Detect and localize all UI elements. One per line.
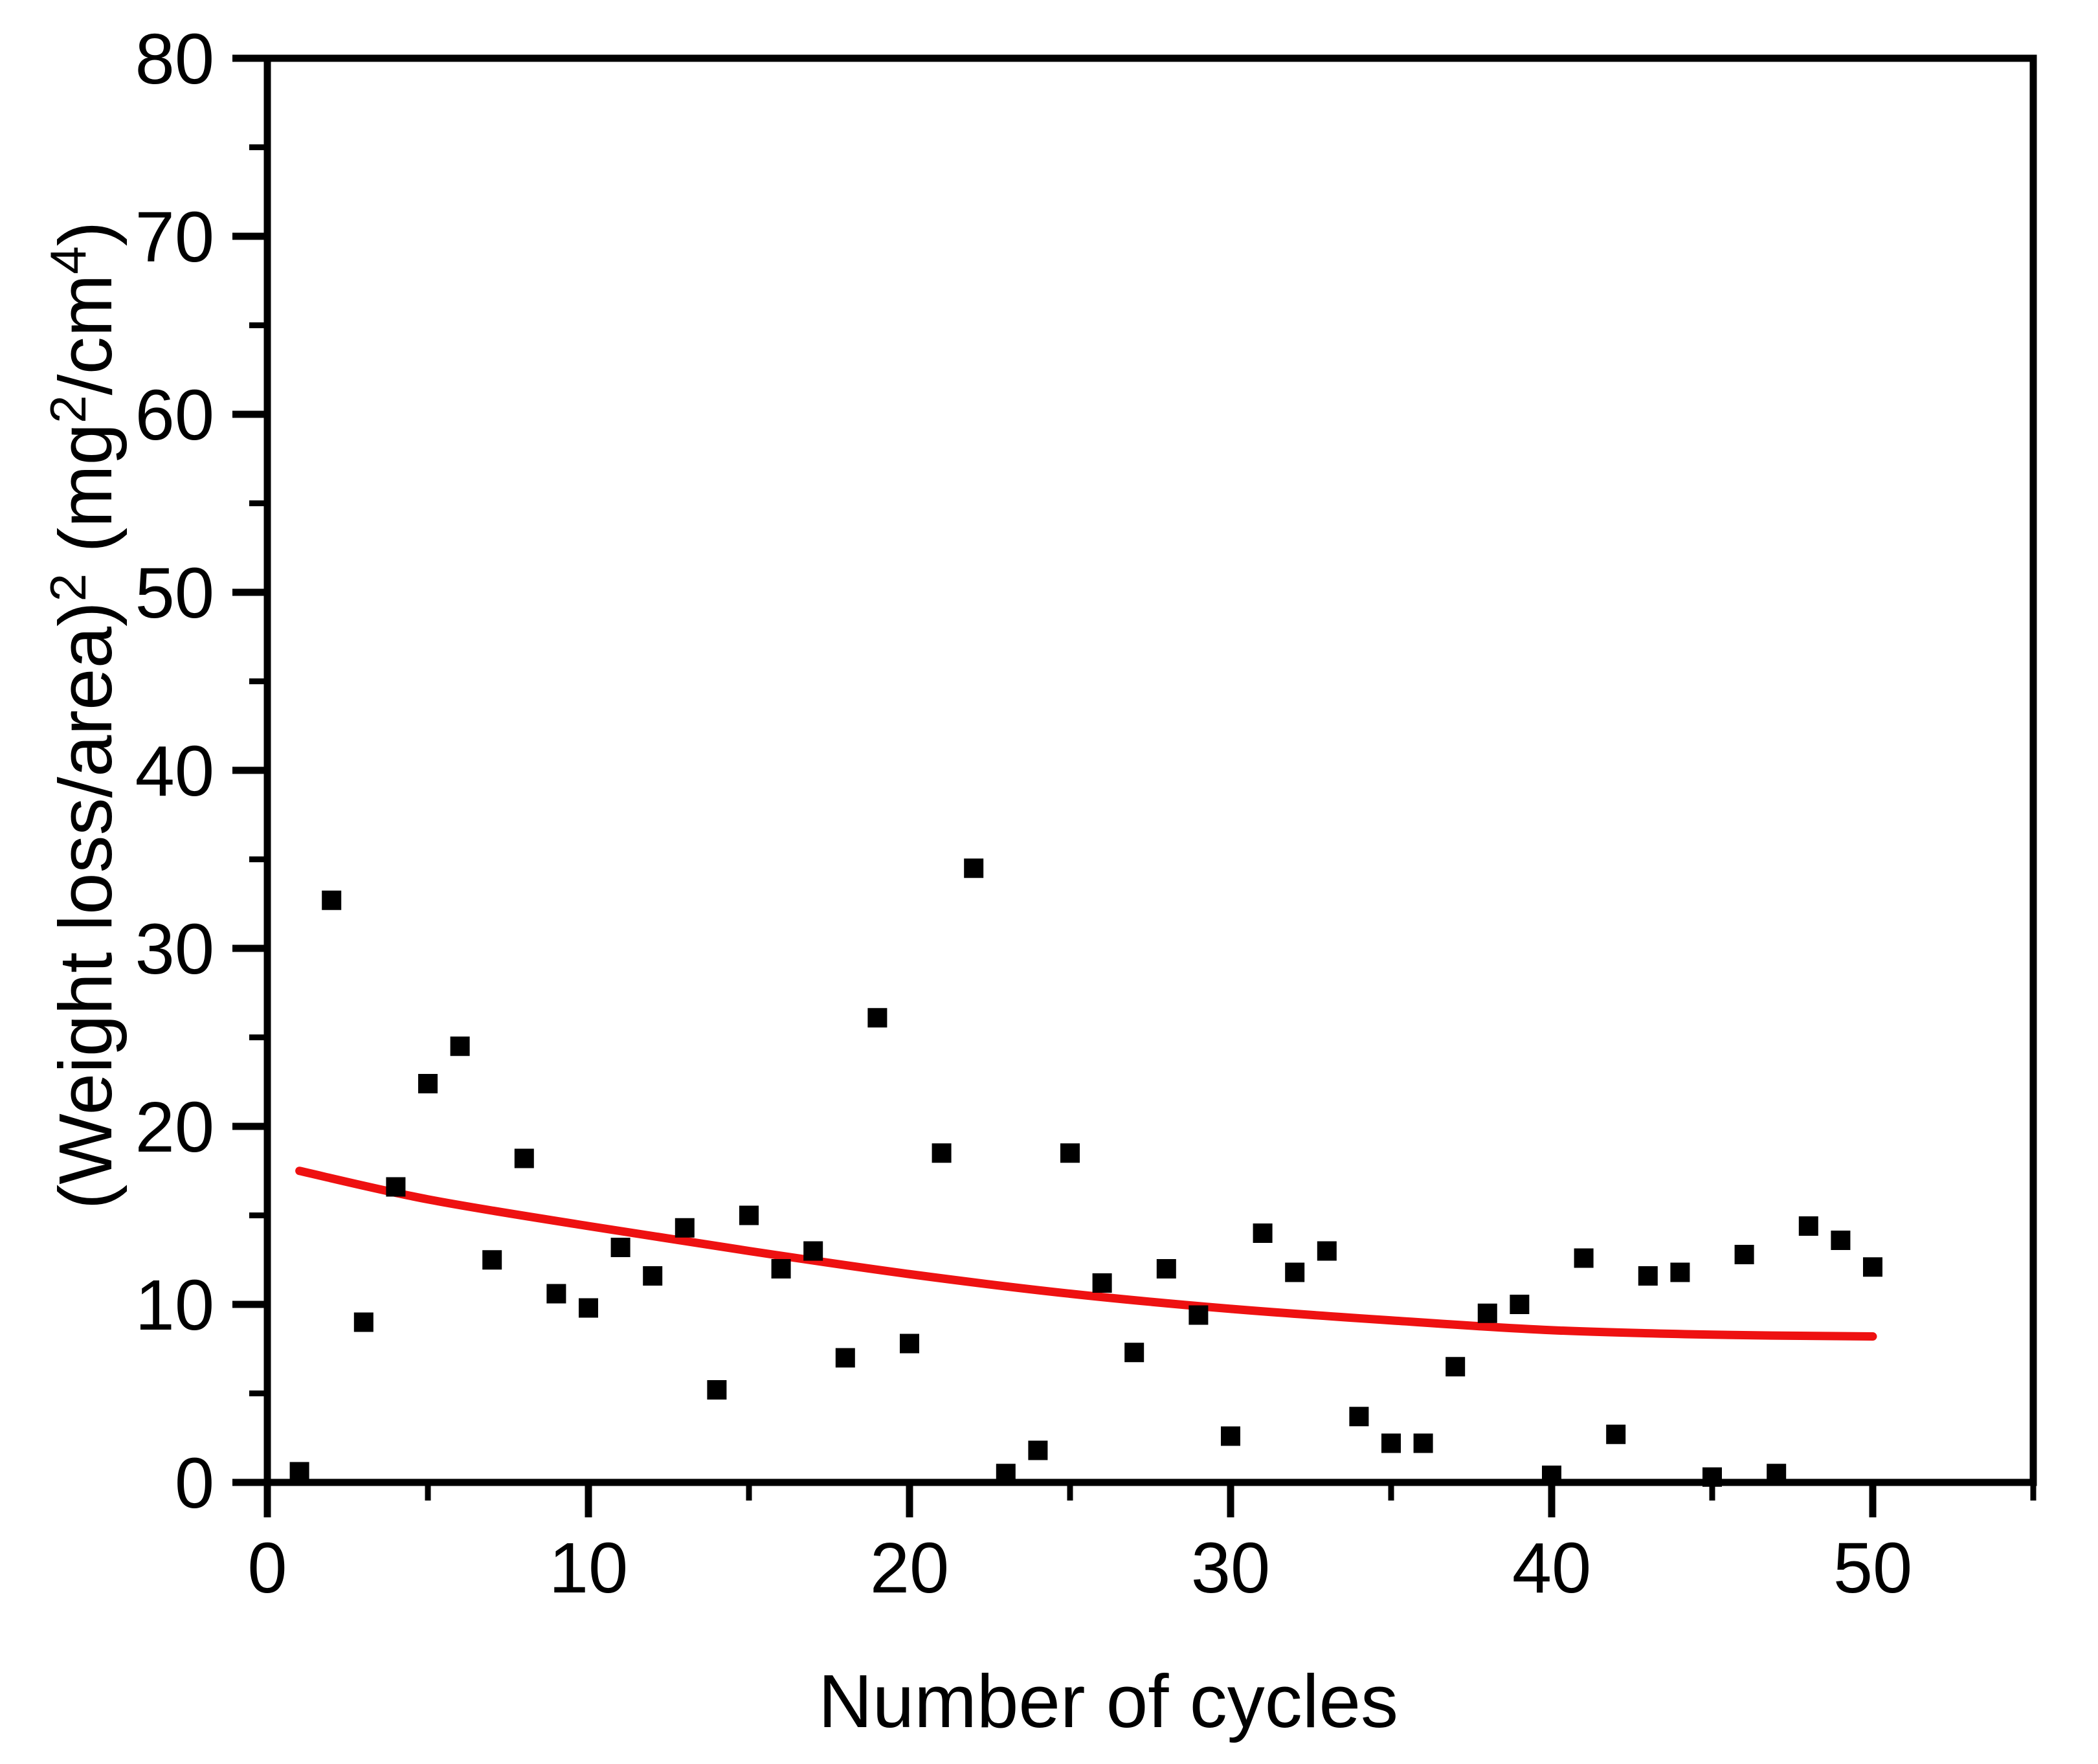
data-point — [803, 1241, 823, 1261]
data-point — [579, 1298, 598, 1318]
data-point — [1156, 1259, 1176, 1278]
y-axis-title: (Weight loss/area)2 (mg2/cm4) — [39, 221, 128, 1210]
y-tick-label: 50 — [135, 553, 214, 633]
data-point — [1702, 1467, 1722, 1487]
y-tick-label: 60 — [135, 375, 214, 455]
ylabel-superscript: 2 — [39, 574, 96, 601]
data-point — [739, 1205, 759, 1225]
data-point — [322, 890, 342, 910]
ylabel-text: (Weight loss/area) — [43, 601, 128, 1209]
data-point — [1510, 1295, 1530, 1314]
data-point — [1445, 1357, 1466, 1377]
data-point — [1798, 1216, 1818, 1236]
data-point — [1574, 1248, 1594, 1268]
data-point — [1221, 1426, 1240, 1446]
data-point — [450, 1036, 470, 1056]
data-point — [546, 1284, 566, 1304]
data-point — [900, 1334, 919, 1354]
data-point — [1285, 1262, 1305, 1282]
x-tick-label: 50 — [1833, 1528, 1912, 1608]
x-tick-label: 30 — [1191, 1528, 1270, 1608]
plot-border — [263, 54, 2037, 1486]
data-point — [1863, 1257, 1882, 1277]
data-point — [1413, 1433, 1433, 1453]
y-tick-labels: 0 10 20 30 40 50 60 70 80 — [135, 19, 214, 1523]
x-tick-labels: 0 10 20 30 40 50 — [247, 1528, 1912, 1608]
x-axis-title: Number of cycles — [818, 1659, 1398, 1743]
data-point — [1670, 1262, 1690, 1282]
data-point — [835, 1348, 855, 1368]
data-point — [643, 1266, 663, 1286]
data-point — [482, 1250, 502, 1270]
y-tick-label: 70 — [135, 197, 214, 277]
y-tick-label: 30 — [135, 910, 214, 989]
ylabel-superscript: 4 — [39, 246, 96, 274]
data-point — [1542, 1466, 1561, 1485]
ylabel-superscript: 2 — [39, 396, 96, 423]
axis-ticks — [232, 54, 2037, 1517]
plot-frame — [263, 54, 2037, 1486]
data-point — [353, 1312, 374, 1332]
data-point — [771, 1259, 791, 1278]
data-point — [1767, 1464, 1787, 1484]
data-point — [289, 1462, 309, 1482]
scatter-points — [289, 858, 1882, 1487]
fit-curve — [295, 1167, 1877, 1341]
data-point — [1477, 1303, 1497, 1323]
ylabel-text: ) — [43, 221, 128, 247]
ylabel-text: /cm — [43, 274, 128, 396]
data-point — [996, 1464, 1016, 1484]
y-tick-label: 80 — [135, 19, 214, 99]
data-point — [675, 1218, 695, 1238]
data-point — [1028, 1440, 1048, 1460]
data-point — [1381, 1433, 1401, 1453]
y-tick-label: 0 — [175, 1444, 214, 1523]
data-point — [1349, 1407, 1369, 1427]
data-point — [707, 1380, 727, 1400]
ylabel-text: (mg — [43, 423, 128, 574]
data-point — [1124, 1343, 1144, 1363]
data-point — [1831, 1231, 1851, 1250]
data-point — [1253, 1223, 1273, 1243]
data-point — [932, 1143, 952, 1163]
data-point — [1734, 1245, 1754, 1264]
data-point — [964, 858, 984, 878]
data-point — [1060, 1143, 1080, 1163]
y-tick-label: 40 — [135, 731, 214, 811]
x-tick-label: 10 — [549, 1528, 628, 1608]
fit-curve-line — [295, 1167, 1877, 1341]
data-point — [867, 1008, 887, 1028]
data-point — [386, 1177, 406, 1197]
data-point — [514, 1148, 534, 1168]
data-point — [1638, 1266, 1658, 1286]
data-point — [418, 1074, 438, 1093]
x-tick-label: 0 — [247, 1528, 287, 1608]
y-tick-label: 10 — [135, 1266, 214, 1345]
data-point — [1092, 1273, 1112, 1293]
data-point — [1317, 1241, 1337, 1261]
y-tick-label: 20 — [135, 1088, 214, 1167]
x-tick-label: 20 — [870, 1528, 949, 1608]
data-point — [610, 1238, 631, 1257]
data-point — [1606, 1424, 1626, 1444]
data-point — [1188, 1305, 1209, 1325]
x-tick-label: 40 — [1512, 1528, 1591, 1608]
